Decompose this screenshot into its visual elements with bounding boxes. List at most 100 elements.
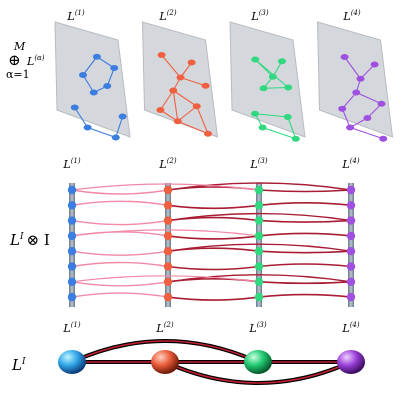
layer-label: L(2) — [155, 321, 173, 335]
layer-bar — [256, 183, 262, 307]
layer-label: L(4) — [341, 157, 359, 171]
interlayer-link — [167, 204, 260, 210]
layer-plane — [54, 21, 131, 138]
replica-node — [67, 292, 77, 302]
label-sup: (2) — [167, 9, 177, 17]
network-node — [89, 89, 98, 96]
label-rest: ⊗ I — [27, 231, 50, 249]
network-node — [338, 105, 347, 112]
replica-node — [67, 201, 77, 210]
interlayer-link — [71, 229, 260, 237]
label-sup: I — [21, 357, 26, 367]
sum-upper: M — [13, 40, 26, 53]
network-edge — [82, 56, 98, 76]
label-base: L — [342, 10, 350, 23]
label-base: L — [250, 10, 258, 23]
network-node — [258, 124, 267, 131]
aggregate-node — [151, 350, 179, 374]
network-edge — [254, 113, 288, 118]
aggregate-link-core — [164, 361, 352, 384]
network-node — [370, 61, 379, 68]
label-base: L — [62, 322, 70, 335]
sum-term: L(α) — [26, 54, 45, 68]
replica-node — [67, 262, 77, 271]
label-sup: (1) — [71, 321, 81, 329]
network-edge — [180, 76, 206, 87]
interlayer-link — [167, 274, 352, 283]
network-node — [157, 52, 166, 58]
network-edge — [115, 116, 124, 138]
aggregate-node — [244, 350, 272, 374]
aggregate-label: LI — [11, 356, 26, 374]
interlayer-link — [71, 200, 169, 206]
interlayer-link — [71, 183, 260, 191]
replica-node — [346, 277, 356, 286]
network-edge — [263, 86, 289, 89]
interlayer-link — [71, 261, 169, 268]
interlayer-link — [71, 281, 169, 287]
interlayer-link — [71, 219, 169, 226]
label-base: L — [249, 158, 257, 171]
network-node — [110, 65, 119, 71]
network-node — [259, 85, 268, 92]
aggregate-node — [58, 350, 86, 374]
network-node — [187, 59, 196, 66]
interlayer-link — [167, 243, 352, 252]
network-edge — [82, 74, 95, 93]
layer-label: L(3) — [249, 157, 267, 171]
network-node — [291, 135, 300, 142]
interlayer-link — [167, 265, 260, 271]
interlayer-link — [258, 281, 352, 285]
label-sup: (α) — [34, 54, 44, 62]
replica-node — [254, 201, 264, 210]
network-edge — [287, 116, 297, 139]
network-node — [363, 115, 372, 121]
network-node — [352, 89, 361, 96]
replica-node — [163, 292, 173, 302]
layer-bar — [348, 183, 354, 307]
replica-node — [163, 277, 173, 286]
layer-label: L(4) — [341, 321, 359, 335]
replica-node — [254, 185, 264, 195]
network-edge — [106, 67, 115, 87]
label-base: L — [9, 231, 20, 249]
network-edge — [87, 126, 116, 139]
layer-label: L(2) — [158, 157, 176, 171]
replica-node — [346, 292, 356, 302]
network-edge — [172, 90, 179, 122]
label-sup: (3) — [259, 9, 269, 17]
layer-label: L(3) — [248, 321, 266, 335]
interlayer-link — [167, 235, 260, 240]
label-sup: (3) — [257, 321, 267, 329]
network-node — [169, 87, 178, 94]
network-edge — [172, 90, 198, 107]
network-node — [192, 103, 201, 110]
replica-node — [67, 277, 77, 286]
label-sup: (4) — [351, 9, 361, 17]
replica-node — [346, 216, 356, 225]
interlayer-link — [258, 189, 352, 193]
label-sup: (2) — [167, 157, 177, 165]
layer-label: L(1) — [62, 321, 80, 335]
label-sup: I — [19, 232, 24, 242]
replica-node — [67, 216, 77, 225]
label-base: L — [158, 158, 166, 171]
interlayer-link — [71, 292, 169, 298]
interlayer-link — [71, 189, 169, 195]
network-node — [278, 58, 286, 65]
label-base: L — [158, 10, 166, 23]
sum-lower: α=1 — [6, 68, 30, 81]
aggregate-node — [337, 350, 365, 374]
replica-node — [254, 262, 264, 271]
network-edge — [196, 106, 209, 134]
interlayer-link — [167, 182, 352, 191]
label-sup: (3) — [258, 157, 268, 165]
interlayer-link — [258, 263, 352, 268]
replica-node — [254, 231, 264, 241]
interlayer-link — [258, 293, 352, 298]
network-node — [377, 100, 386, 107]
network-node — [103, 83, 112, 89]
replica-node — [346, 231, 356, 241]
network-edge — [159, 90, 174, 111]
